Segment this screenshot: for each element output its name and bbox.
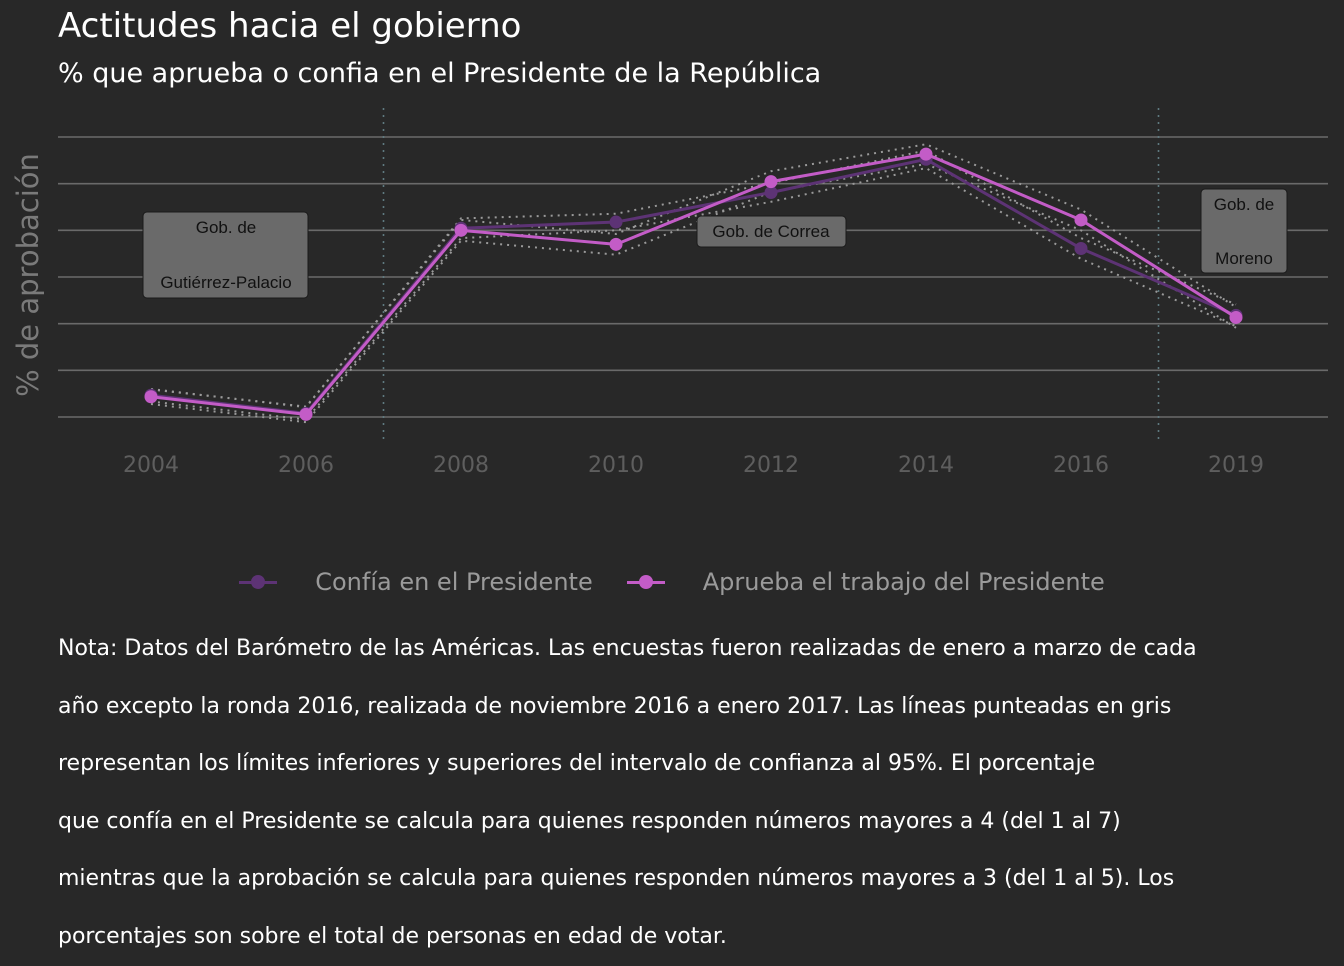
data-point <box>454 223 468 237</box>
series-line <box>150 157 1237 415</box>
ci-upper-line <box>150 149 1237 409</box>
legend-label-aprueba: Aprueba el trabajo del Presidente <box>702 568 1105 596</box>
x-tick-label: 2016 <box>1053 453 1109 478</box>
government-label-box <box>142 211 309 299</box>
data-point <box>919 147 933 161</box>
x-tick-label: 2010 <box>588 453 644 478</box>
x-tick-label: 2004 <box>123 453 179 478</box>
data-point <box>609 215 623 229</box>
ci-upper-line <box>150 143 1237 408</box>
data-point <box>1074 213 1088 227</box>
legend-item-aprueba: Aprueba el trabajo del Presidente <box>626 568 1105 596</box>
legend-item-confia: Confía en el Presidente <box>239 568 593 596</box>
x-tick-label: 2008 <box>433 453 489 478</box>
legend-key-confia <box>239 572 278 592</box>
series-line <box>150 152 1237 416</box>
data-point <box>1229 310 1243 324</box>
line-chart: 2004 2006 2008 2010 2012 2014 2016 2019 Gob. de G… <box>58 108 1328 478</box>
government-label-text: Gob. de <box>1214 195 1275 214</box>
footnote-line: mientras que la aprobación se calcula pa… <box>58 866 1175 892</box>
government-label-text: Moreno <box>1215 249 1273 268</box>
footnote-line: representan los límites inferiores y sup… <box>58 751 1096 777</box>
ci-lower-line <box>150 167 1237 421</box>
government-label-box <box>1200 188 1288 274</box>
data-point <box>609 237 623 251</box>
government-label-box <box>696 215 847 248</box>
x-tick-label: 2014 <box>898 453 954 478</box>
legend-label-confia: Confía en el Presidente <box>315 568 593 596</box>
ci-lower-line <box>150 162 1237 424</box>
x-tick-label: 2006 <box>278 453 334 478</box>
data-point <box>764 175 778 189</box>
footnote-line: porcentajes son sobre el total de person… <box>58 923 727 949</box>
legend-key-aprueba <box>626 572 665 592</box>
x-tick-label: 2012 <box>743 453 799 478</box>
footnote: Nota: Datos del Barómetro de las América… <box>58 620 1318 966</box>
data-point <box>144 390 158 404</box>
footnote-line: Nota: Datos del Barómetro de las América… <box>58 636 1197 661</box>
footnote-line: año excepto la ronda 2016, realizada de … <box>58 693 1172 719</box>
x-tick-label: 2019 <box>1208 453 1264 478</box>
data-point <box>764 185 778 199</box>
chart-subtitle: % que aprueba o confia en el Presidente … <box>58 58 822 89</box>
data-point <box>299 407 313 421</box>
legend: Confía en el Presidente Aprueba el traba… <box>0 560 1344 604</box>
chart-title: Actitudes hacia el gobierno <box>58 6 522 46</box>
data-point <box>1074 241 1088 255</box>
government-label-text: Gob. de <box>196 218 257 237</box>
government-label-text: Gutiérrez-Palacio <box>160 273 291 292</box>
government-label-text: Gob. de Correa <box>712 222 830 241</box>
footnote-line: que confía en el Presidente se calcula p… <box>58 808 1121 834</box>
